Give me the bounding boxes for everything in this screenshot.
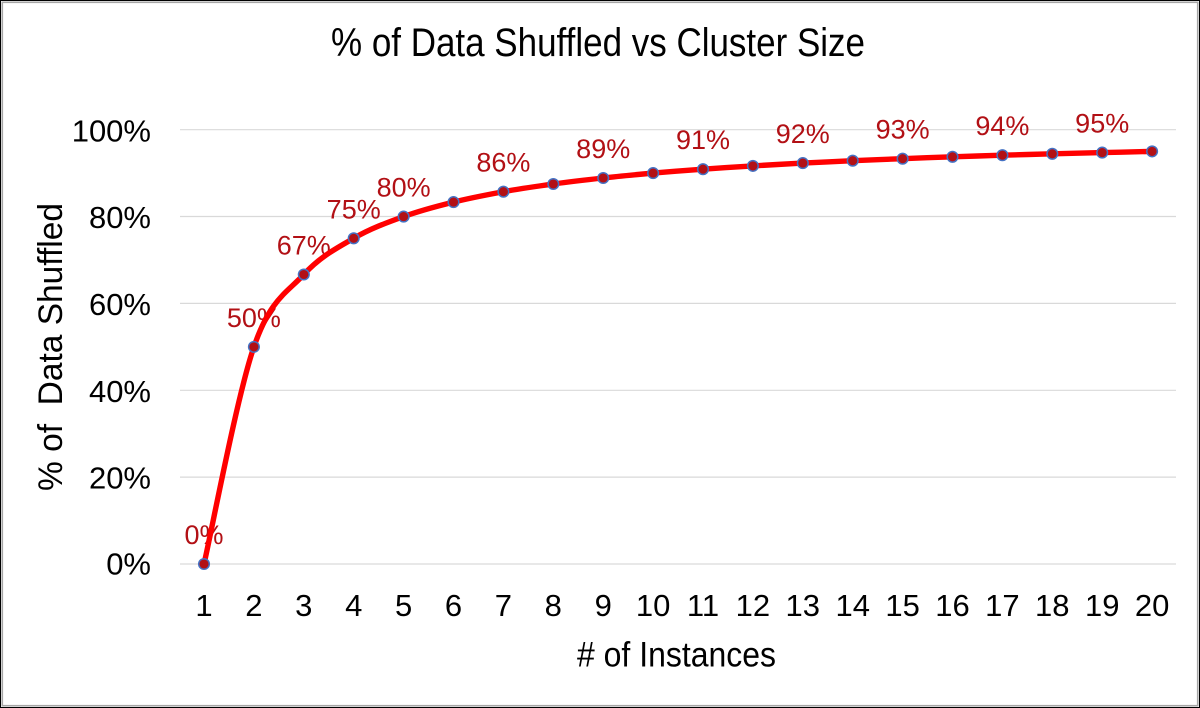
svg-text:19: 19 xyxy=(1085,588,1119,623)
svg-text:95%: 95% xyxy=(1075,109,1129,139)
svg-text:93%: 93% xyxy=(876,115,930,145)
svg-text:91%: 91% xyxy=(676,125,730,155)
svg-text:0%: 0% xyxy=(184,520,223,550)
svg-text:% of Data Shuffled: % of Data Shuffled xyxy=(32,203,70,491)
svg-text:0%: 0% xyxy=(106,547,151,582)
svg-text:1: 1 xyxy=(195,588,212,623)
svg-text:3: 3 xyxy=(295,588,312,623)
svg-text:10: 10 xyxy=(636,588,670,623)
svg-text:4: 4 xyxy=(345,588,362,623)
svg-text:86%: 86% xyxy=(476,148,530,178)
svg-text:5: 5 xyxy=(395,588,412,623)
svg-text:# of Instances: # of Instances xyxy=(577,635,776,674)
svg-text:16: 16 xyxy=(935,588,969,623)
svg-text:% of Data Shuffled vs Cluster: % of Data Shuffled vs Cluster Size xyxy=(331,21,865,65)
svg-text:40%: 40% xyxy=(89,374,151,409)
svg-text:11: 11 xyxy=(687,588,719,623)
svg-text:6: 6 xyxy=(445,588,462,623)
svg-text:15: 15 xyxy=(885,588,919,623)
svg-text:14: 14 xyxy=(835,588,869,623)
svg-text:9: 9 xyxy=(595,588,612,623)
svg-text:89%: 89% xyxy=(576,134,630,164)
svg-text:80%: 80% xyxy=(377,173,431,203)
svg-text:8: 8 xyxy=(545,588,562,623)
svg-text:80%: 80% xyxy=(89,200,151,235)
svg-text:75%: 75% xyxy=(327,194,381,224)
svg-text:18: 18 xyxy=(1035,588,1069,623)
svg-text:12: 12 xyxy=(736,588,770,623)
svg-text:13: 13 xyxy=(786,588,820,623)
svg-text:20: 20 xyxy=(1135,588,1169,623)
svg-text:100%: 100% xyxy=(72,113,151,148)
svg-text:2: 2 xyxy=(245,588,262,623)
svg-text:60%: 60% xyxy=(89,287,151,322)
svg-text:92%: 92% xyxy=(776,119,830,149)
svg-text:7: 7 xyxy=(495,588,512,623)
svg-text:17: 17 xyxy=(985,588,1019,623)
svg-text:20%: 20% xyxy=(89,461,151,496)
svg-text:94%: 94% xyxy=(975,111,1029,141)
